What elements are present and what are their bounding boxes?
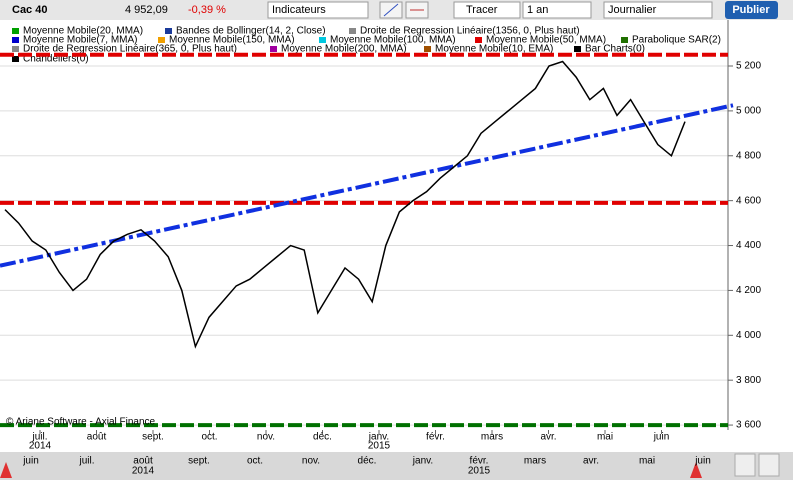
legend-swatch [12, 28, 19, 34]
nav-label: août [133, 456, 153, 467]
legend-label: Moyenne Mobile(10, EMA) [435, 44, 553, 55]
nav-label: mai [639, 456, 655, 467]
legend-label: Bar Charts(0) [585, 44, 645, 55]
indicators-label[interactable]: Indicateurs [272, 4, 326, 16]
x-tick-label: août [87, 432, 107, 443]
x-tick-label: janv. [368, 432, 389, 443]
year-label: 2015 [368, 441, 391, 452]
legend-swatch [621, 37, 628, 43]
legend-swatch [319, 37, 326, 43]
nav-label: févr. [470, 456, 489, 467]
publish-label[interactable]: Publier [732, 4, 770, 16]
legend-swatch [12, 56, 19, 62]
legend-label: Moyenne Mobile(200, MMA) [281, 44, 407, 55]
nav-year: 2014 [132, 466, 155, 477]
y-tick-label: 3 800 [736, 375, 761, 386]
x-tick-label: févr. [426, 432, 445, 443]
legend-swatch [12, 46, 19, 52]
x-tick-label: mai [597, 432, 613, 443]
nav-year: 2015 [468, 466, 491, 477]
draw-dropdown[interactable] [453, 1, 521, 19]
interval-label[interactable]: Journalier [608, 4, 657, 16]
x-tick-label: oct. [201, 432, 217, 443]
year-label: 2014 [29, 441, 52, 452]
draw-label[interactable]: Tracer [466, 4, 498, 16]
legend-swatch [12, 37, 19, 43]
nav-label: juin [694, 456, 711, 467]
legend-swatch [165, 28, 172, 34]
nav-label: juin [22, 456, 39, 467]
publish-button[interactable] [725, 1, 778, 19]
nav-label: déc. [358, 456, 377, 467]
price: 4 952,09 [125, 4, 168, 16]
trendline [0, 103, 734, 268]
nav-button[interactable] [758, 453, 780, 477]
y-tick-label: 4 800 [736, 150, 761, 161]
change: -0,39 % [188, 4, 226, 16]
x-tick-label: juil. [31, 432, 47, 443]
indicators-dropdown[interactable] [267, 1, 369, 19]
y-tick-label: 5 200 [736, 61, 761, 72]
legend-swatch [158, 37, 165, 43]
legend-swatch [270, 46, 277, 52]
x-tick-label: juin [653, 432, 670, 443]
nav-label: juil. [78, 456, 94, 467]
legend-label: Chandeliers(0) [23, 54, 89, 65]
nav-button[interactable] [734, 453, 756, 477]
y-tick-label: 4 000 [736, 330, 761, 341]
x-tick-label: mars [481, 432, 503, 443]
y-tick-label: 4 600 [736, 195, 761, 206]
legend-label: Droite de Regression Linéaire(1356, 0, P… [360, 26, 580, 37]
legend-swatch [574, 46, 581, 52]
legend-swatch [475, 37, 482, 43]
legend-label: Parabolique SAR(2) [632, 35, 721, 46]
copyright: © Ariane Software - Axial Finance [6, 417, 156, 428]
nav-label: oct. [247, 456, 263, 467]
nav-label: nov. [302, 456, 320, 467]
nav-handle[interactable] [690, 462, 702, 478]
nav-label: janv. [412, 456, 433, 467]
nav-label: mars [524, 456, 546, 467]
x-tick-label: sept. [142, 432, 164, 443]
navigator[interactable] [0, 452, 793, 480]
period-label[interactable]: 1 an [527, 4, 548, 16]
legend-swatch [424, 46, 431, 52]
x-tick-label: déc. [313, 432, 332, 443]
symbol: Cac 40 [12, 4, 47, 16]
x-tick-label: avr. [540, 432, 556, 443]
legend-swatch [349, 28, 356, 34]
nav-handle[interactable] [0, 462, 12, 478]
legend-label: Droite de Regression Linéaire(365, 0, Pl… [23, 44, 237, 55]
legend-label: Moyenne Mobile(20, MMA) [23, 26, 143, 37]
y-tick-label: 5 000 [736, 106, 761, 117]
y-tick-label: 3 600 [736, 420, 761, 431]
interval-select[interactable] [603, 1, 713, 19]
legend-label: Bandes de Bollinger(14, 2, Close) [176, 26, 326, 37]
legend-label: Moyenne Mobile(100, MMA) [330, 35, 456, 46]
legend-label: Moyenne Mobile(50, MMA) [486, 35, 606, 46]
x-tick-label: nov. [257, 432, 275, 443]
nav-label: avr. [583, 456, 599, 467]
y-tick-label: 4 200 [736, 285, 761, 296]
icon [383, 3, 399, 17]
nav-label: sept. [188, 456, 210, 467]
legend-label: Moyenne Mobile(7, MMA) [23, 35, 137, 46]
legend-label: Moyenne Mobile(150, MMA) [169, 35, 295, 46]
price-line [4, 60, 686, 349]
y-tick-label: 4 400 [736, 240, 761, 251]
period-select[interactable] [522, 1, 592, 19]
